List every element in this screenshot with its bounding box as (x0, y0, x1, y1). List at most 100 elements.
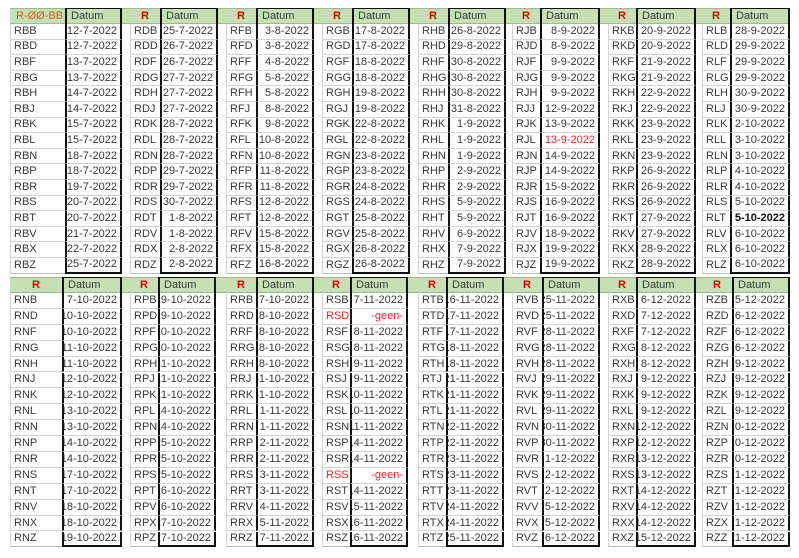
registration-date: 28-7-2022 (160, 148, 218, 165)
column-header-code: R (522, 9, 530, 22)
registration-code: RDX (130, 242, 160, 258)
registration-date: 16-12-2022 (732, 308, 790, 325)
registration-date: 1-11-2022 (256, 420, 314, 437)
registration-code: RJR (512, 180, 540, 196)
registration-date: 16-11-2022 (350, 531, 408, 548)
registration-code: RJT (512, 211, 540, 227)
registration-code: RPF (130, 324, 158, 341)
registration-date: 2-9-2022 (448, 180, 506, 196)
registration-date: 10-10-2022 (62, 308, 122, 325)
registration-date: 18-9-2022 (540, 226, 600, 243)
column-header-code: R (618, 9, 626, 22)
registration-date: 5-10-2022 (730, 211, 790, 227)
registration-code: RTD (418, 308, 446, 325)
registration-date: 21-12-2022 (732, 483, 790, 500)
registration-date: 10-10-2022 (62, 324, 122, 341)
registration-code: RZR (702, 452, 732, 468)
registration-date: 21-9-2022 (636, 70, 696, 87)
registration-code: RTX (418, 515, 446, 532)
registration-date: 8-11-2022 (350, 340, 408, 357)
registration-date: 17-8-2022 (352, 39, 410, 56)
registration-date: 30-11-2022 (542, 420, 600, 437)
registration-date: 23-11-2022 (446, 483, 504, 500)
registration-code: RRD (226, 308, 256, 325)
registration-date: -geen- (350, 308, 408, 325)
registration-date: 4-11-2022 (256, 499, 314, 516)
registration-date: 9-8-2022 (256, 117, 314, 134)
registration-code: RSL (322, 404, 350, 421)
registration-date: 20-12-2022 (732, 436, 790, 452)
registration-code: RKG (608, 70, 636, 87)
registration-date: 14-12-2022 (636, 499, 696, 516)
registration-code: RRZ (226, 531, 256, 548)
registration-date: 5-8-2022 (256, 70, 314, 87)
registration-date: 19-10-2022 (158, 293, 216, 309)
registration-date: 9-9-2022 (540, 55, 600, 71)
registration-code: RBS (10, 195, 65, 212)
registration-code: RPS (130, 467, 158, 484)
registration-date: 28-9-2022 (636, 258, 696, 274)
registration-code: RJS (512, 195, 540, 212)
registration-date: 19-12-2022 (732, 372, 790, 389)
registration-date: 30-8-2022 (448, 55, 506, 71)
registration-date: 17-8-2022 (352, 24, 410, 40)
registration-code: RVR (512, 452, 542, 468)
registration-date: 25-7-2022 (65, 258, 122, 274)
registration-date: 13-7-2022 (65, 55, 122, 71)
registration-date: 19-12-2022 (732, 356, 790, 373)
registration-code: RHH (418, 86, 448, 102)
registration-date: 18-10-2022 (62, 515, 122, 532)
registration-code: RGX (322, 242, 352, 258)
registration-date: 21-12-2022 (732, 499, 790, 516)
registration-date: 27-10-2022 (256, 293, 314, 309)
registration-code: RZV (702, 499, 732, 516)
registration-code: RDZ (130, 258, 160, 274)
registration-code: RKD (608, 39, 636, 56)
registration-date: 2-10-2022 (730, 117, 790, 134)
registration-date: 20-9-2022 (636, 39, 696, 56)
registration-date: 22-8-2022 (352, 133, 410, 149)
registration-code: RGK (322, 117, 352, 134)
registration-code: RRT (226, 483, 256, 500)
registration-date: 11-10-2022 (62, 340, 122, 357)
registration-code: RGB (322, 24, 352, 40)
registration-code: RHJ (418, 102, 448, 118)
registration-date: 23-9-2022 (636, 133, 696, 149)
registration-date: 21-12-2022 (732, 515, 790, 532)
registration-code: RBK (10, 117, 65, 134)
registration-date: 25-11-2022 (446, 531, 504, 548)
registration-code: RKJ (608, 102, 636, 118)
registration-code: RXZ (608, 531, 636, 548)
registration-code: RBD (10, 39, 65, 56)
registration-code: RPB (130, 293, 158, 309)
registration-date: 29-9-2022 (730, 55, 790, 71)
registration-date: 14-7-2022 (65, 102, 122, 118)
registration-date: 24-10-2022 (158, 404, 216, 421)
registration-code: RDR (130, 180, 160, 196)
column-header-code: R-ØØ-BB (16, 9, 64, 22)
registration-code: RBJ (10, 102, 65, 118)
registration-code: RTB (418, 293, 446, 309)
registration-date: 14-9-2022 (540, 148, 600, 165)
registration-date: 30-11-2022 (542, 436, 600, 452)
registration-code: RTP (418, 436, 446, 452)
registration-code: RSB (322, 293, 350, 309)
registration-code: RBL (10, 133, 65, 149)
registration-code: RKP (608, 164, 636, 180)
registration-code: RSJ (322, 372, 350, 389)
registration-code: RHT (418, 211, 448, 227)
registration-code: RNX (10, 515, 62, 532)
registration-date: 2-12-2022 (542, 467, 600, 484)
registration-date: 21-10-2022 (158, 372, 216, 389)
registration-code: RFN (226, 148, 256, 165)
registration-date: 26-8-2022 (352, 242, 410, 258)
registration-code: RBH (10, 86, 65, 102)
registration-code: RZJ (702, 372, 732, 389)
registration-date: 7-12-2022 (636, 308, 696, 325)
registration-code: RGV (322, 226, 352, 243)
registration-date: 12-12-2022 (636, 436, 696, 452)
registration-code: RST (322, 483, 350, 500)
registration-date: 25-10-2022 (158, 452, 216, 468)
registration-code: RNF (10, 324, 62, 341)
registration-date: 12-9-2022 (540, 102, 600, 118)
